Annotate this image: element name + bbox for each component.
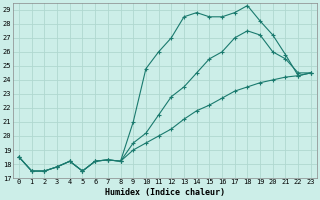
X-axis label: Humidex (Indice chaleur): Humidex (Indice chaleur) <box>105 188 225 197</box>
